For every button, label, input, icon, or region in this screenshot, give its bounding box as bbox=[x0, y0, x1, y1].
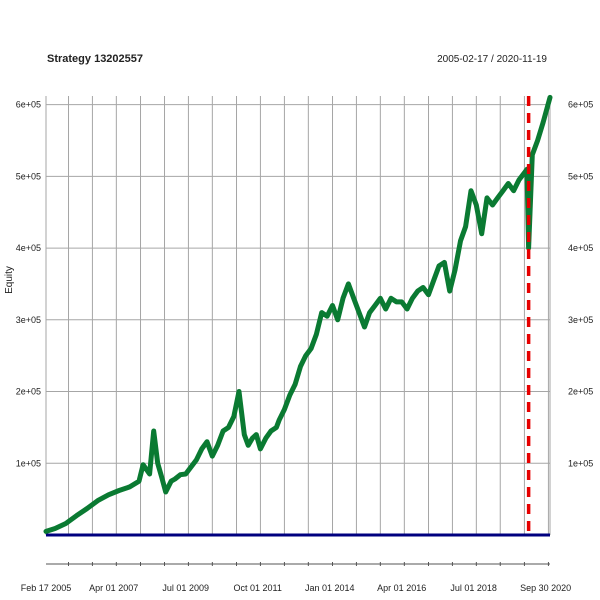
y-tick-label-left: 1e+05 bbox=[16, 458, 41, 468]
y-tick-label-left: 6e+05 bbox=[16, 100, 41, 110]
y-tick-label-right: 6e+05 bbox=[568, 100, 593, 110]
axis-ticks: 1e+05 1e+05 2e+05 2e+05 3e+05 3e+05 4e+05 4e+05… bbox=[16, 100, 594, 593]
y-axis-label: Equity bbox=[4, 266, 15, 294]
y-tick-label-left: 4e+05 bbox=[16, 243, 41, 253]
x-tick-label: Oct 01 2011 bbox=[234, 583, 282, 593]
grid bbox=[45, 96, 551, 535]
x-tick-label: Jul 01 2009 bbox=[162, 583, 209, 593]
x-tick-label: Feb 17 2005 bbox=[21, 583, 72, 593]
x-tick-label: Sep 30 2020 bbox=[520, 583, 571, 593]
chart-subtitle: 2005-02-17 / 2020-11-19 bbox=[437, 54, 547, 65]
x-tick-label: Jan 01 2014 bbox=[305, 583, 355, 593]
chart-title: Strategy 13202557 bbox=[47, 53, 143, 65]
y-tick-label-right: 3e+05 bbox=[568, 315, 593, 325]
x-tick-label: Apr 01 2016 bbox=[377, 583, 426, 593]
y-tick-label-left: 5e+05 bbox=[16, 171, 41, 181]
y-tick-label-right: 5e+05 bbox=[568, 171, 593, 181]
x-tick-label: Apr 01 2007 bbox=[89, 583, 138, 593]
y-tick-label-left: 2e+05 bbox=[16, 387, 41, 397]
series-layer bbox=[43, 94, 553, 534]
y-tick-label-right: 1e+05 bbox=[568, 458, 593, 468]
equity-series-line bbox=[43, 94, 553, 534]
y-tick-label-right: 4e+05 bbox=[568, 243, 593, 253]
x-tick-label: Jul 01 2018 bbox=[450, 583, 497, 593]
y-tick-label-right: 2e+05 bbox=[568, 387, 593, 397]
y-tick-label-left: 3e+05 bbox=[16, 315, 41, 325]
